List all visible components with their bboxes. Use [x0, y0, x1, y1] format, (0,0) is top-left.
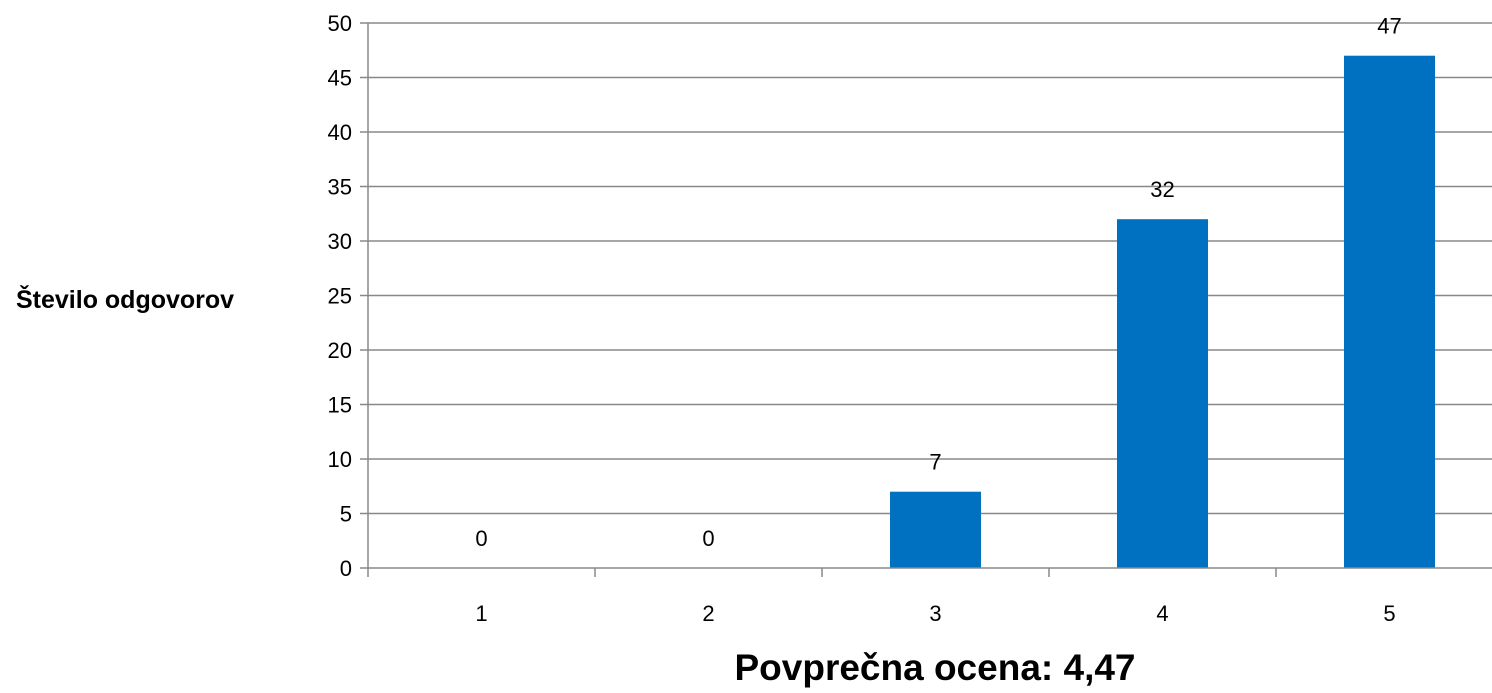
x-tick-labels: 1 2 3 4 5 [475, 601, 1395, 626]
y-tick-label: 40 [328, 120, 352, 145]
data-label: 32 [1150, 177, 1174, 202]
bars [890, 55, 1435, 568]
gridlines [360, 22, 1492, 515]
y-tick-label: 10 [328, 447, 352, 472]
data-label: 47 [1377, 14, 1401, 39]
bar [1344, 55, 1435, 568]
data-label: 0 [702, 526, 714, 551]
bar [890, 491, 981, 568]
data-labels: 0 0 7 32 47 [475, 14, 1401, 551]
y-axis-label: Število odgovorov [16, 284, 234, 314]
x-tick-label: 2 [702, 601, 714, 626]
x-axis-label: Povprečna ocena: 4,47 [734, 647, 1135, 688]
y-tick-label: 0 [340, 556, 352, 581]
x-tick-label: 4 [1156, 601, 1168, 626]
data-label: 7 [929, 450, 941, 475]
data-label: 0 [475, 526, 487, 551]
y-tick-label: 20 [328, 338, 352, 363]
y-tick-label: 15 [328, 393, 352, 418]
bar [1117, 219, 1208, 568]
y-tick-label: 45 [328, 66, 352, 91]
x-tick-label: 5 [1383, 601, 1395, 626]
y-tick-labels: 0 5 10 15 20 25 30 35 40 45 50 [328, 11, 352, 581]
y-tick-label: 30 [328, 229, 352, 254]
y-tick-label: 5 [340, 502, 352, 527]
y-tick-label: 35 [328, 175, 352, 200]
y-tick-label: 25 [328, 284, 352, 309]
y-tick-label: 50 [328, 11, 352, 36]
x-tick-label: 3 [929, 601, 941, 626]
x-tick-label: 1 [475, 601, 487, 626]
axes [360, 23, 1492, 577]
